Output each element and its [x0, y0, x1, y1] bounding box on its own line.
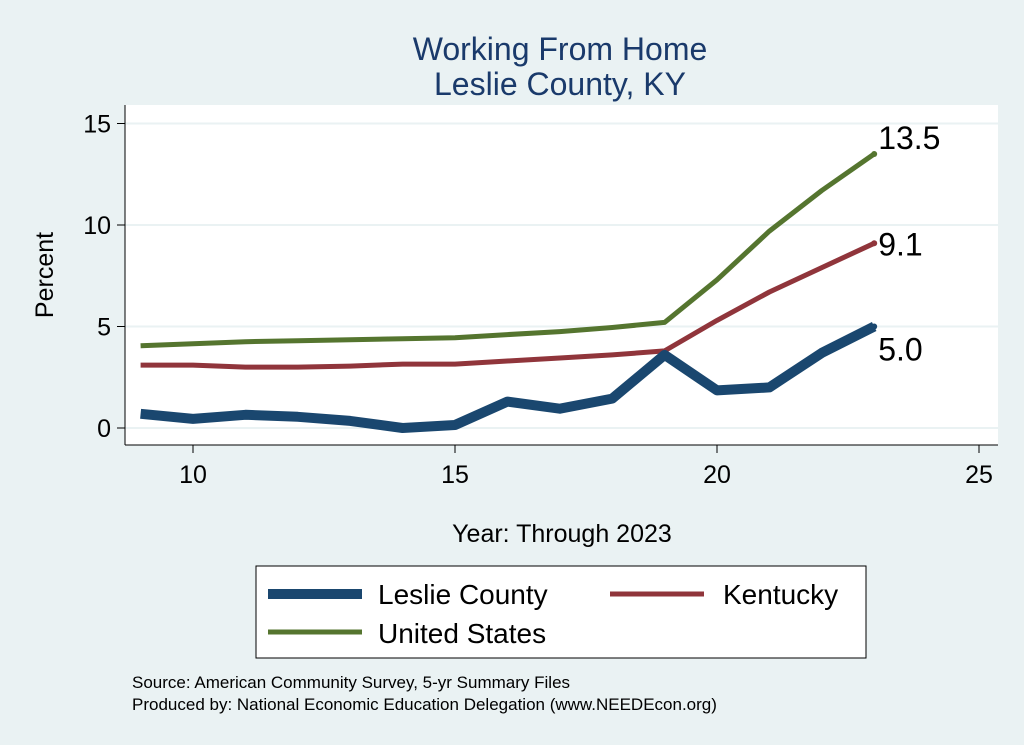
y-tick-label-10: 10 — [83, 212, 111, 240]
y-tick-label-0: 0 — [97, 415, 111, 443]
legend-label-kentucky: Kentucky — [723, 579, 838, 610]
series-endpoint-united-states — [871, 150, 878, 157]
legend: Leslie County Kentucky United States — [255, 565, 867, 659]
series-line-united-states — [140, 151, 876, 349]
end-label-leslie-county: 5.0 — [878, 332, 922, 368]
grid-lines — [125, 122, 998, 429]
legend-label-leslie-county: Leslie County — [378, 579, 548, 610]
end-labels: 5.0 9.1 13.5 — [878, 120, 940, 368]
x-tick-label-15: 15 — [441, 461, 469, 489]
legend-label-united-states: United States — [378, 618, 546, 649]
x-axis-label: Year: Through 2023 — [452, 520, 672, 548]
chart-title: Working From Home — [413, 31, 708, 67]
series-line-kentucky — [140, 241, 876, 370]
series-line-leslie-county — [140, 322, 877, 433]
legend-box — [255, 565, 867, 659]
x-tick-label-20: 20 — [703, 461, 731, 489]
y-tick-label-15: 15 — [83, 111, 111, 139]
end-label-kentucky: 9.1 — [878, 226, 922, 262]
series-layer — [140, 150, 878, 433]
series-endpoint-kentucky — [871, 240, 878, 247]
x-tick-label-25: 25 — [965, 461, 993, 489]
source-line: Source: American Community Survey, 5-yr … — [132, 673, 570, 692]
axes: 0 5 10 15 10 15 20 25 — [83, 105, 998, 489]
chart-subtitle: Leslie County, KY — [434, 66, 686, 102]
y-tick-label-5: 5 — [97, 314, 111, 342]
producer-line: Produced by: National Economic Education… — [132, 695, 717, 714]
plot-area — [125, 105, 998, 445]
y-axis-label: Percent — [31, 232, 59, 318]
x-tick-label-10: 10 — [179, 461, 207, 489]
series-endpoint-leslie-county — [871, 323, 878, 330]
end-label-united-states: 13.5 — [878, 120, 940, 156]
